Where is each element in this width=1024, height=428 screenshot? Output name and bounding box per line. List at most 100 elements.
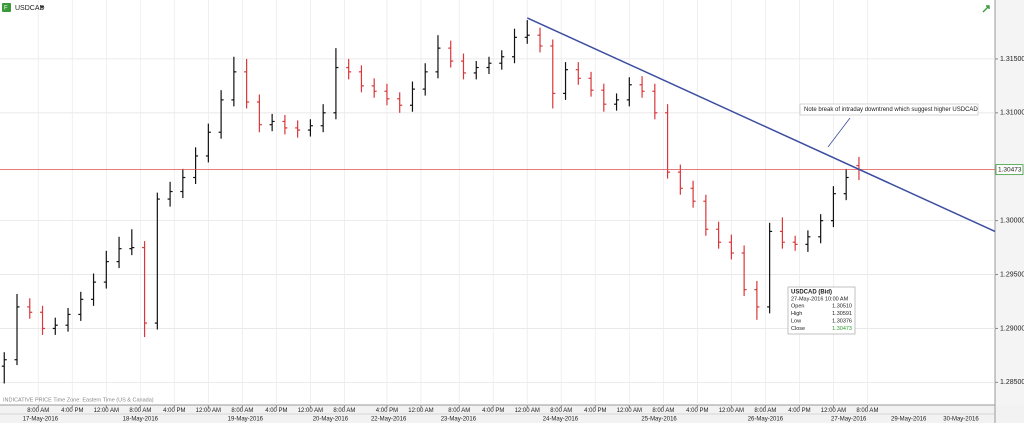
x-tick-label: 8:00 AM [448, 408, 470, 414]
x-tick-label: 4:00 PM [265, 408, 287, 414]
x-tick-label: 12:00 AM [408, 408, 433, 414]
x-tick-label: 8:00 AM [27, 408, 49, 414]
ohlc-bar [397, 92, 403, 113]
ohlc-bar [486, 56, 492, 75]
date-label: 29-May-2016 [891, 417, 927, 423]
x-tick-label: 8:00 AM [856, 408, 878, 414]
ohlc-bar [91, 273, 97, 306]
tooltip-value: 1.30591 [832, 311, 852, 317]
ohlc-bar [690, 180, 696, 208]
x-tick-label: 8:00 AM [550, 408, 572, 414]
ohlc-bar [652, 83, 658, 120]
ohlc-bar [550, 39, 556, 109]
ohlc-bar [180, 168, 186, 198]
footnote: INDICATIVE PRICE Time Zone: Eastern Time… [3, 397, 154, 403]
ohlc-bar [142, 241, 148, 338]
ohlc-bar [295, 120, 301, 138]
ohlc-bar [614, 93, 620, 111]
chart-title[interactable]: USDCAD [15, 5, 45, 12]
ohlc-bar [575, 62, 581, 85]
x-tick-label: 12:00 AM [196, 408, 221, 414]
annotation-pointer [827, 117, 851, 148]
date-label: 23-May-2016 [441, 417, 477, 423]
y-tick-label: 1.29000 [1000, 325, 1024, 332]
date-label: 19-May-2016 [228, 417, 264, 423]
ohlc-bar [256, 94, 262, 133]
ohlc-bar [703, 194, 709, 236]
ohlc-bar [805, 230, 811, 252]
date-label: 18-May-2016 [123, 417, 159, 423]
y-tick-label: 1.30000 [1000, 217, 1024, 224]
ohlc-bar [40, 305, 46, 335]
bars [1, 20, 862, 384]
ohlc-bar [167, 181, 173, 207]
x-tick-label: 8:00 AM [231, 408, 253, 414]
ohlc-bar [218, 90, 224, 139]
x-tick-label: 4:00 PM [482, 408, 504, 414]
x-tick-label: 12:00 AM [617, 408, 642, 414]
tooltip-key: Low [791, 318, 801, 324]
tooltip-box [787, 286, 856, 335]
y-tick-label: 1.31500 [1000, 56, 1024, 63]
ohlc-bar [409, 81, 415, 112]
date-label: 26-May-2016 [748, 417, 784, 423]
ohlc-bar [588, 71, 594, 97]
date-label: 30-May-2016 [943, 417, 979, 423]
ohlc-bar [601, 83, 607, 112]
ohlc-bar [244, 58, 250, 109]
date-label: 25-May-2016 [641, 417, 677, 423]
dropdown-arrow[interactable] [40, 6, 44, 9]
tooltip-key: Open [791, 303, 804, 309]
ohlc-bar [741, 245, 747, 297]
ohlc-bar [435, 35, 441, 79]
ohlc-bar [65, 307, 71, 332]
tooltip-time: 27-May-2016 10:00 AM [791, 296, 849, 302]
expand-icon[interactable] [982, 5, 990, 13]
ohlc-bar [154, 192, 160, 330]
tooltip-key: Close [791, 326, 805, 332]
ohlc-bar [524, 20, 530, 44]
ohlc-bar [665, 104, 671, 179]
symbol-icon[interactable] [2, 3, 11, 12]
x-tick-label: 12:00 AM [94, 408, 119, 414]
ohlc-bar [818, 214, 824, 244]
ohlc-bar [460, 53, 466, 80]
annotation: Note break of intraday downtrend which s… [804, 107, 978, 113]
tooltip-title: USDCAD (Bid) [791, 290, 832, 296]
x-tick-label: 12:00 AM [515, 408, 540, 414]
last-price-box [995, 164, 1024, 176]
ohlc-bar [205, 123, 211, 163]
x-tick-label: 4:00 PM [584, 408, 606, 414]
date-label: 20-May-2016 [313, 417, 349, 423]
x-tick-label: 8:00 AM [129, 408, 151, 414]
ohlc-bar [307, 119, 313, 137]
ohlc-bar [512, 28, 518, 64]
ohlc-bar [52, 317, 58, 335]
ohlc-bar [1, 352, 7, 384]
ohlc-bar [27, 298, 33, 319]
ohlc-bar [116, 236, 122, 269]
y-tick-label: 1.28500 [1000, 379, 1024, 386]
ohlc-bar [282, 114, 288, 135]
price-axis-bg [995, 0, 1024, 423]
ohlc-bar [830, 186, 836, 228]
x-tick-label: 4:00 PM [788, 408, 810, 414]
ohlc-bar [422, 63, 428, 96]
ohlc-bar [333, 48, 339, 120]
tooltip-key: High [791, 311, 802, 317]
ohlc-bar [346, 58, 352, 80]
ohlc-bar [193, 147, 199, 184]
ohlc-bar [269, 113, 275, 132]
tooltip-value: 1.30510 [832, 303, 852, 309]
ohlc-bar [14, 293, 20, 366]
ohlc-bar [639, 76, 645, 98]
y-tick-label: 1.31000 [1000, 110, 1024, 117]
ohlc-bar [371, 78, 377, 98]
x-tick-label: 4:00 PM [686, 408, 708, 414]
x-tick-label: 8:00 AM [754, 408, 776, 414]
ohlc-bar [320, 104, 326, 133]
x-tick-label: 12:00 AM [821, 408, 846, 414]
ohlc-bar [767, 222, 773, 314]
